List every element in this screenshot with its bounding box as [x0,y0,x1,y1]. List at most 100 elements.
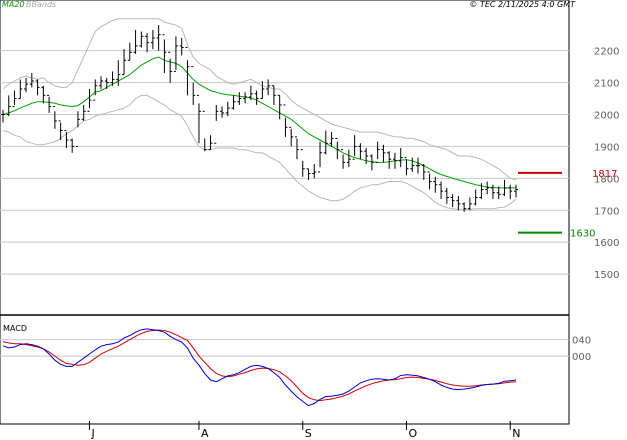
price-bar [323,130,328,155]
price-bar [306,168,311,180]
price-bar [266,79,271,96]
price-bar [381,144,386,163]
price-y-axis: 2200 2100 2000 1900 1800 1700 1600 1500 [594,47,619,281]
price-bar [93,79,98,101]
price-bar [352,135,357,160]
price-bar [392,152,397,169]
price-bar [329,132,334,147]
macd-tick-label-0: 040 [572,336,591,347]
price-bar [122,49,127,76]
price-bar [485,181,490,195]
price-tick-label-1700: 1700 [594,206,619,217]
price-bar [473,189,478,206]
x-tick-label-N: N [512,427,520,440]
price-bar [231,95,236,110]
price-bar [12,90,17,108]
price-bar [139,31,144,48]
price-bar [248,85,253,101]
price-bar [6,95,11,117]
price-bar [185,46,190,96]
price-bar [375,141,380,163]
price-bar [312,163,317,179]
price-tick-label-1900: 1900 [594,142,619,153]
price-bar [35,79,40,96]
price-bar [479,183,484,200]
price-bar [110,71,115,86]
price-bar [208,135,213,151]
price-tick-label-2000: 2000 [594,111,619,122]
price-bar [104,77,109,89]
price-bar [341,149,346,169]
price-levels: 1817 1630 [518,169,617,240]
x-tick-label-S: S [305,427,312,440]
resistance-label: 1817 [592,169,617,180]
price-bar [243,92,248,104]
macd-panel-title: MACD [3,324,27,333]
macd-tick-label-1: 000 [572,352,591,363]
price-bar [202,110,207,152]
bband-upper [2,18,517,181]
price-bar [18,79,23,100]
price-bar [410,157,415,172]
price-bar [433,176,438,193]
price-bar [502,179,507,196]
price-bar [318,141,323,173]
price-bar [225,101,230,117]
price-bar [254,90,259,105]
price-bar [358,143,363,160]
price-bar [444,187,449,204]
price-bar [133,29,138,54]
price-bar [237,92,242,105]
price-bar [168,51,173,83]
price-bar [127,42,132,61]
price-bar [220,106,225,118]
price-bar [260,81,265,100]
price-bar [427,171,432,190]
price-bar [387,151,392,169]
price-bar [364,148,369,164]
price-bar [490,184,495,200]
bband-lower [2,94,517,210]
price-bar [439,181,444,200]
price-bar [75,111,80,147]
x-tick-label-A: A [201,427,209,440]
price-bar [416,157,421,174]
price-bar [467,197,472,211]
price-bar [52,106,57,129]
price-bar [335,137,340,160]
price-bar [450,194,455,208]
price-bar [1,109,5,123]
price-tick-label-1500: 1500 [594,270,619,281]
price-bar [64,129,69,149]
price-bar [283,104,288,137]
price-bar [47,94,52,113]
price-bar [398,148,403,168]
price-bar [508,184,513,200]
price-bar [456,195,461,211]
ma20-legend: MA20 [2,0,25,9]
ma20-polyline [2,56,516,189]
bbands-legend: BBands [26,0,57,9]
macd-lines [2,328,517,407]
price-bar [277,94,282,120]
price-bar [116,60,121,86]
price-bar [300,149,305,177]
price-bar [70,138,75,153]
price-bars [1,25,518,212]
price-bar [289,126,294,147]
x-tick-label-O: O [408,427,417,440]
price-bar [214,104,219,144]
support-label: 1630 [570,229,595,240]
price-bar [179,37,184,56]
price-tick-label-1600: 1600 [594,238,619,249]
bollinger-bands [2,18,517,210]
source-timestamp: © TEC 2/11/2025 4:0 GMT [469,0,575,9]
price-tick-label-2100: 2100 [594,79,619,90]
price-bar [369,154,374,171]
x-tick-label-J: J [90,427,94,440]
price-bar [150,29,155,50]
price-bar [271,85,276,105]
price-bar [191,66,196,105]
